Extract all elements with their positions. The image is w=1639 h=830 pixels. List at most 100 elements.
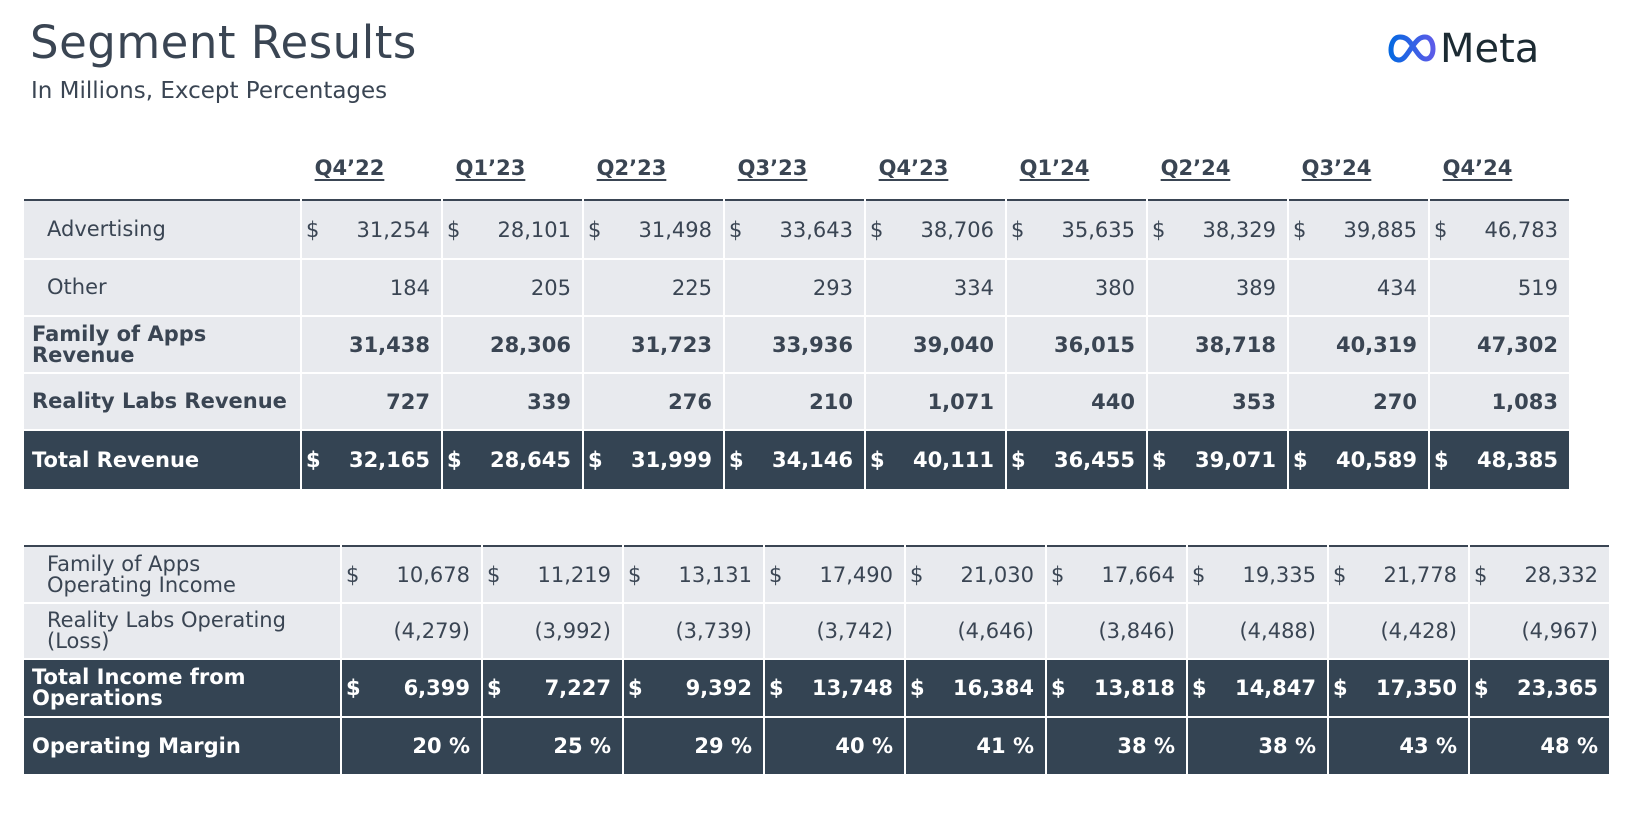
value-cell: (4,279): [340, 603, 482, 660]
currency-symbol: $: [870, 448, 885, 472]
value-cell: 31,438: [300, 316, 442, 374]
value: 38 %: [1117, 734, 1175, 758]
value-cell: $35,635: [1005, 200, 1147, 260]
value: 20 %: [412, 734, 470, 758]
value: (3,742): [816, 619, 893, 643]
value-cell: $11,219: [481, 546, 623, 604]
value-cell: 205: [441, 259, 583, 317]
value-cell: $40,111: [864, 430, 1006, 491]
value: (3,739): [675, 619, 752, 643]
value: 9,392: [685, 676, 752, 700]
value-cell: 36,015: [1005, 316, 1147, 374]
income-table: Family of Apps Operating Income $10,678 $1…: [24, 545, 1609, 776]
value: 23,365: [1516, 676, 1598, 700]
value-cell: $28,101: [441, 200, 583, 260]
currency-symbol: $: [1333, 676, 1348, 700]
value-cell: $7,227: [481, 659, 623, 718]
value-cell: $48,385: [1428, 430, 1569, 491]
table-row: Other 184 205 225 293 334 380 389 434 519: [24, 259, 1569, 317]
value: 40,589: [1335, 448, 1417, 472]
value-cell: $17,350: [1327, 659, 1469, 718]
currency-symbol: $: [769, 562, 783, 587]
currency-symbol: $: [1293, 217, 1307, 242]
value: 17,490: [819, 562, 893, 587]
column-header: Q4’23: [878, 156, 949, 180]
value-cell: 29 %: [622, 717, 764, 776]
value: 33,936: [771, 332, 853, 357]
value: 36,455: [1053, 448, 1135, 472]
value: 28,645: [489, 448, 571, 472]
value: 48 %: [1540, 734, 1598, 758]
value: 35,635: [1061, 217, 1135, 242]
value-cell: 41 %: [904, 717, 1046, 776]
currency-symbol: $: [306, 448, 321, 472]
currency-symbol: $: [1434, 217, 1448, 242]
value-cell: 389: [1146, 259, 1288, 317]
value-cell: $33,643: [723, 200, 865, 260]
value: 434: [1376, 275, 1417, 300]
value: (4,428): [1380, 619, 1457, 643]
currency-symbol: $: [447, 217, 461, 242]
value: 41 %: [976, 734, 1034, 758]
value: 34,146: [771, 448, 853, 472]
column-headers: Q4’22 Q1’23 Q2’23 Q3’23 Q4’23 Q1’24 Q2’24 Q3’24…: [279, 156, 1548, 180]
currency-symbol: $: [346, 562, 360, 587]
currency-symbol: $: [870, 217, 884, 242]
value-cell: 380: [1005, 259, 1147, 317]
value-cell: $32,165: [300, 430, 442, 491]
value-cell: $21,030: [904, 546, 1046, 604]
value-cell: $10,678: [340, 546, 482, 604]
value: 293: [812, 275, 853, 300]
value-cell: $13,818: [1045, 659, 1187, 718]
value-cell: $39,885: [1287, 200, 1429, 260]
row-label: Family of Apps Revenue: [24, 316, 301, 374]
value: 13,131: [678, 562, 752, 587]
value: 17,350: [1375, 676, 1457, 700]
value: (4,646): [957, 619, 1034, 643]
value: 31,438: [348, 332, 430, 357]
value: 205: [530, 275, 571, 300]
page-subtitle: In Millions, Except Percentages: [31, 78, 388, 104]
value: 40,111: [912, 448, 994, 472]
value-cell: $14,847: [1186, 659, 1328, 718]
value-cell: 727: [300, 373, 442, 431]
value: (4,967): [1521, 619, 1598, 643]
value: 389: [1235, 275, 1276, 300]
currency-symbol: $: [628, 562, 642, 587]
value: 38 %: [1258, 734, 1316, 758]
value: 39,885: [1343, 217, 1417, 242]
column-header: Q4’24: [1442, 156, 1513, 180]
value-cell: 184: [300, 259, 442, 317]
value-cell: $39,071: [1146, 430, 1288, 491]
value: 31,498: [638, 217, 712, 242]
currency-symbol: $: [1051, 562, 1065, 587]
value: (4,488): [1239, 619, 1316, 643]
value-cell: 440: [1005, 373, 1147, 431]
row-label: Reality Labs Operating (Loss): [24, 603, 341, 660]
column-header: Q3’24: [1301, 156, 1372, 180]
value: 43 %: [1399, 734, 1457, 758]
value: 29 %: [694, 734, 752, 758]
column-header: Q3’23: [737, 156, 808, 180]
currency-symbol: $: [1152, 217, 1166, 242]
currency-symbol: $: [1333, 562, 1347, 587]
value-cell: 270: [1287, 373, 1429, 431]
value: (3,846): [1098, 619, 1175, 643]
row-label: Operating Margin: [24, 717, 341, 776]
value-cell: 38 %: [1186, 717, 1328, 776]
value-cell: $23,365: [1468, 659, 1609, 718]
value-cell: $21,778: [1327, 546, 1469, 604]
value-cell: 28,306: [441, 316, 583, 374]
value-cell: $34,146: [723, 430, 865, 491]
value: 440: [1091, 389, 1135, 414]
value-cell: $16,384: [904, 659, 1046, 718]
currency-symbol: $: [1011, 448, 1026, 472]
page-title: Segment Results: [30, 16, 417, 69]
value-cell: 47,302: [1428, 316, 1569, 374]
value-cell: (3,739): [622, 603, 764, 660]
value-cell: 38 %: [1045, 717, 1187, 776]
value-cell: (4,646): [904, 603, 1046, 660]
value: 7,227: [544, 676, 611, 700]
value: 11,219: [537, 562, 611, 587]
currency-symbol: $: [1011, 217, 1025, 242]
